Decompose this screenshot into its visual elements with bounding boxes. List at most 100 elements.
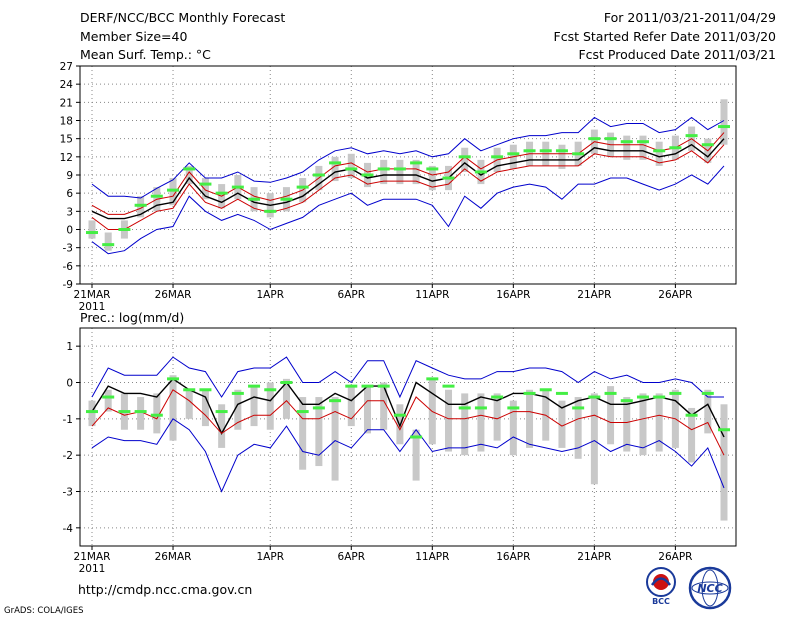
precip-member-box [623,397,631,452]
temp-member-box [558,144,566,169]
precip-member-box [88,400,96,427]
temp-member-box [623,135,631,160]
precip-member-box [218,404,226,448]
temp-series-lower-envelope [91,165,725,255]
temp-y-tick-label: 24 [60,79,74,91]
bcc-logo: BCC [646,567,676,606]
precip-member-box [363,386,371,434]
temp-member-box [88,220,96,239]
forecast-started-date: Fcst Started Refer Date 2011/03/20 [553,29,777,44]
precip-frame [79,327,737,547]
precip-x-tick-label: 11APR [415,551,449,563]
temp-y-tick-label: 27 [60,61,73,73]
precip-member-box [104,389,112,412]
precip-member-box [380,382,388,430]
temp-member-box [380,159,388,185]
precip-member-box [461,393,469,456]
footer-url[interactable]: http://cmdp.ncc.cma.gov.cn [78,582,253,597]
temp-x-tick-label: 21MAR [74,289,111,301]
precip-member-box [574,397,582,459]
forecast-period: For 2011/03/21-2011/04/29 [603,10,776,25]
precip-member-box [234,389,242,430]
forecast-produced-date: Fcst Produced Date 2011/03/21 [578,47,776,62]
precip-x-tick-label: 6APR [338,551,366,563]
precip-member-box [526,389,534,448]
temp-x-tick-label: 26APR [658,289,692,301]
temp-x-tick-label: 1APR [257,289,285,301]
precip-member-box [169,375,177,441]
chart-title: DERF/NCC/BCC Monthly Forecast [80,10,286,25]
precip-y-tick-label: 0 [66,378,73,390]
temp-member-box [169,178,177,206]
precip-x-tick-label: 21MAR [74,551,111,563]
temp-member-box [331,156,339,182]
precip-series-lower-envelope [91,418,725,493]
precip-member-box [282,378,290,419]
precip-member-box [201,389,209,427]
precip-member-box [493,393,501,441]
temp-series-upper-member-band [91,132,725,215]
precip-series-lower-member-band [91,389,725,456]
precip-y-tick-label: -1 [63,414,73,426]
precip-member-box [558,400,566,448]
precip-member-box [315,397,323,467]
precip-member-box [720,404,728,521]
precip-x-tick-label: 26MAR [155,551,192,563]
precip-series-upper-envelope [91,356,724,399]
precip-y-tick-label: -3 [63,487,73,499]
ncc-logo-text: NCC [697,582,722,595]
temp-member-box [104,232,112,251]
precip-member-box [299,397,307,470]
precip-year-label: 2011 [79,563,106,575]
temp-y-tick-label: -9 [63,279,73,291]
temp-frame [79,65,737,285]
precip-member-box [590,393,598,485]
temp-member-box [720,99,728,145]
temp-y-tick-label: 0 [66,225,73,237]
precip-x-tick-label: 16APR [496,551,530,563]
precip-series-ensemble-mean [91,377,725,438]
temp-x-tick-label: 21APR [577,289,611,301]
temp-member-box [347,153,355,179]
temperature-panel: 21MAR 26MAR 1APR 6APR 11APR 16APR 21APR 26APR 20… [60,61,737,313]
precip-panel-title: Prec.: log(mm/d) [80,310,185,325]
precip-member-box [412,429,420,481]
temp-x-tick-label: 16APR [496,289,530,301]
precip-member-box [688,407,696,463]
precip-member-box [266,382,274,430]
temp-y-tick-label: 9 [66,170,73,182]
precip-member-box [250,386,258,427]
temp-member-box [137,196,145,218]
temp-y-tick-label: -6 [63,261,74,273]
precip-member-box [704,389,712,434]
precip-member-box [445,389,453,452]
temp-y-tick-label: 21 [60,97,73,109]
temp-series-lower-member-band [91,144,725,230]
precip-member-box [331,397,339,481]
ncc-logo: NCC [688,566,732,610]
precip-y-tick-label: -2 [63,450,73,462]
precip-member-box [639,393,647,456]
temp-series-ensemble-mean [91,138,725,220]
bcc-logo-text: BCC [652,597,670,606]
temp-y-tick-label: 15 [60,134,73,146]
precip-member-box [477,393,485,452]
temp-member-box [639,135,647,160]
temp-x-tick-label: 11APR [415,289,449,301]
temp-member-box [655,141,663,166]
precip-y-tick-label: -4 [63,523,74,535]
precip-member-box [509,400,517,456]
temp-year-label: 2011 [79,301,106,313]
precip-member-box [347,386,355,427]
temp-series-upper-envelope [91,116,725,199]
temp-y-tick-label: -3 [63,243,73,255]
precip-x-tick-label: 1APR [257,551,285,563]
temp-y-tick-label: 18 [60,116,73,128]
temp-member-box [396,159,404,185]
temp-member-box [185,165,193,185]
precip-member-box [185,389,193,419]
temp-x-tick-label: 6APR [338,289,366,301]
precip-member-box [655,393,663,452]
variable-label: Mean Surf. Temp.: °C [80,47,211,62]
